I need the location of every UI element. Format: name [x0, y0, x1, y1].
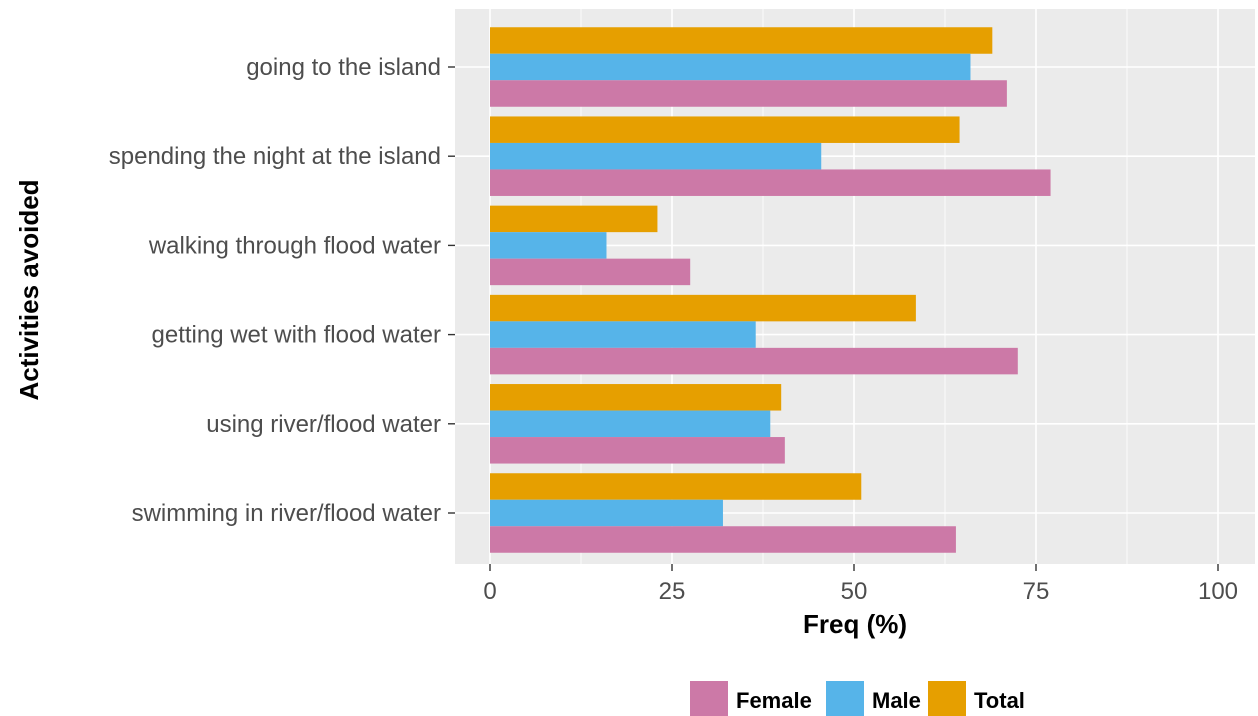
- y-tick-label: getting wet with flood water: [152, 322, 442, 349]
- bar-female: [490, 258, 691, 286]
- bar-female: [490, 526, 956, 553]
- legend-key-female: [690, 681, 728, 716]
- y-tick-label: using river/flood water: [206, 411, 441, 438]
- bar-total: [490, 473, 862, 500]
- bar-total: [490, 116, 960, 143]
- bar-male: [490, 142, 822, 170]
- x-tick-label: 25: [659, 578, 686, 605]
- legend-label-female: Female: [736, 688, 812, 713]
- legend-label-total: Total: [974, 688, 1025, 713]
- x-tick-label: 100: [1198, 578, 1238, 605]
- bar-total: [490, 384, 782, 411]
- x-axis-title: Freq (%): [803, 609, 907, 639]
- legend-key-male: [826, 681, 864, 716]
- bar-male: [490, 321, 756, 348]
- x-tick-label: 75: [1023, 578, 1050, 605]
- bar-total: [490, 27, 993, 54]
- x-tick-label: 0: [483, 578, 496, 605]
- bar-female: [490, 80, 1007, 107]
- y-tick-label: going to the island: [246, 54, 441, 81]
- x-axis: 0 25 50 75 100: [483, 564, 1238, 605]
- bar-male: [490, 499, 723, 527]
- bar-female: [490, 437, 785, 464]
- bar-male: [490, 232, 607, 259]
- bar-female: [490, 169, 1051, 196]
- y-tick-label: walking through flood water: [148, 232, 441, 259]
- legend-key-total: [928, 681, 966, 716]
- bar-male: [490, 410, 771, 438]
- x-tick-label: 50: [841, 578, 868, 605]
- bar-female: [490, 347, 1018, 375]
- legend-label-male: Male: [872, 688, 921, 713]
- y-tick-label: spending the night at the island: [109, 143, 441, 170]
- bar-male: [490, 53, 971, 81]
- bar-total: [490, 294, 916, 322]
- bar-total: [490, 205, 658, 233]
- y-axis-title: Activities avoided: [14, 179, 44, 400]
- bars: [490, 27, 1051, 553]
- y-tick-label: swimming in river/flood water: [132, 500, 441, 527]
- y-axis: going to the island spending the night at…: [109, 54, 455, 527]
- legend: Female Male Total: [690, 681, 1025, 716]
